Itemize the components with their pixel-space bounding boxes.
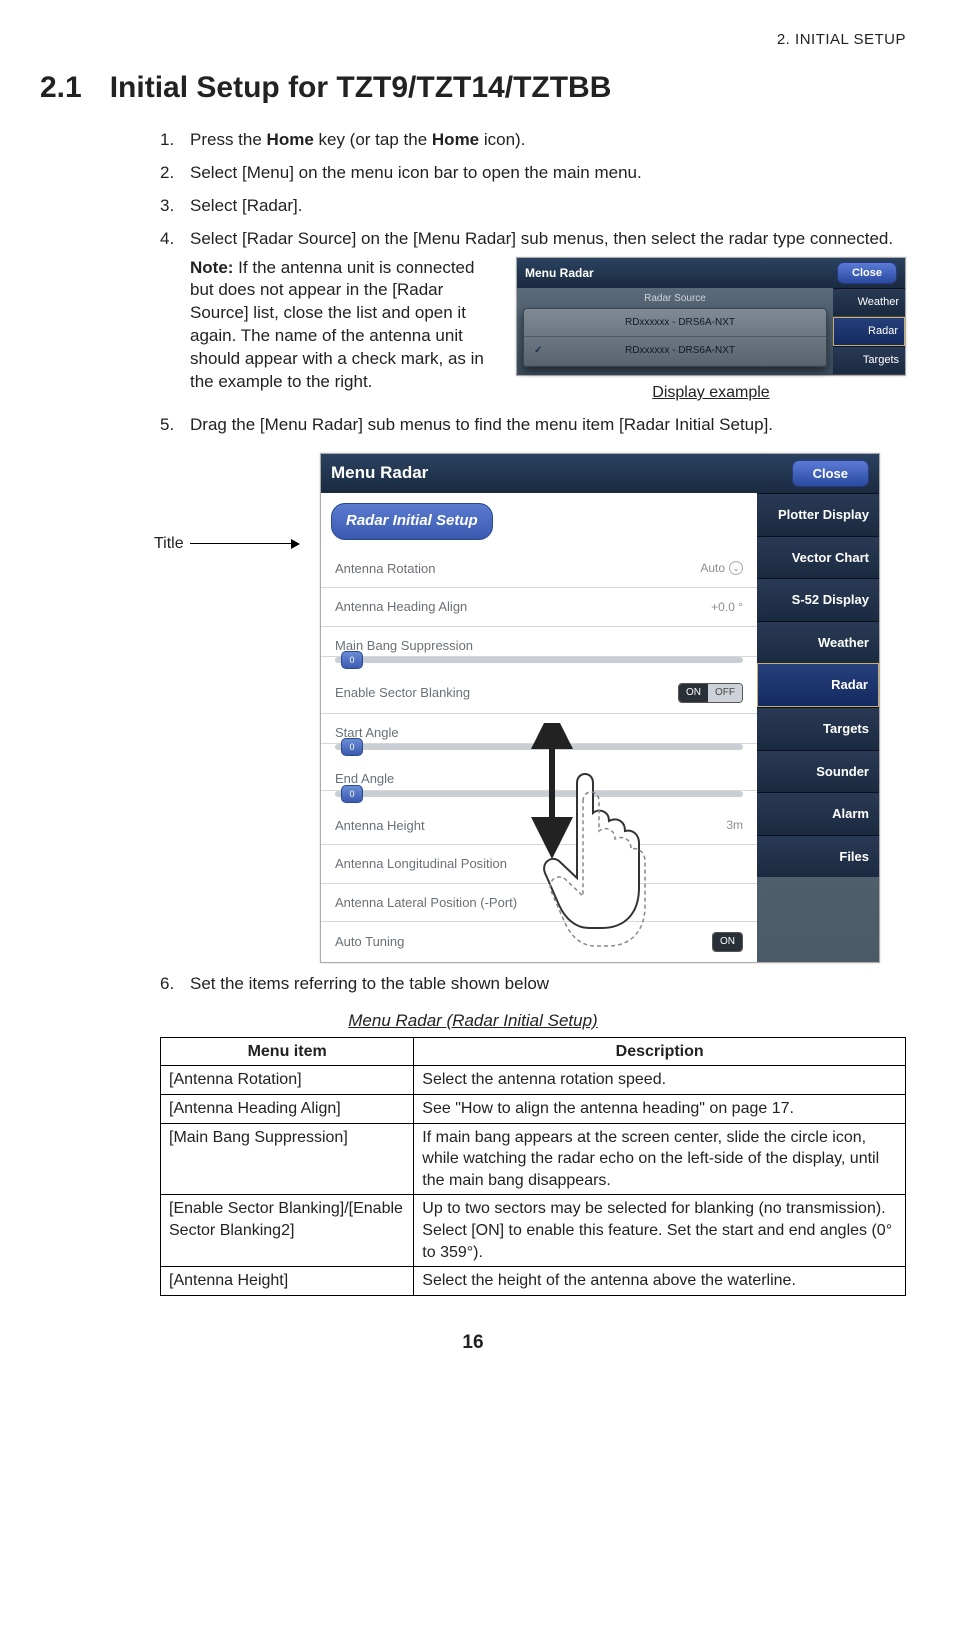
text-bold: Home <box>267 130 314 149</box>
close-button[interactable]: Close <box>837 262 897 285</box>
mini-title: Menu Radar <box>525 265 594 281</box>
tab-targets[interactable]: Targets <box>833 346 905 375</box>
note-label: Note: <box>190 258 233 277</box>
arrow-icon <box>190 543 298 544</box>
text: icon). <box>479 130 525 149</box>
step-list-cont: Set the items referring to the table sho… <box>40 973 906 996</box>
text-bold: Home <box>432 130 479 149</box>
row-antenna-height[interactable]: Antenna Height 3m <box>321 807 757 846</box>
tab-files[interactable]: Files <box>757 835 879 878</box>
slider-main-bang[interactable]: 0 <box>335 657 743 663</box>
section-heading: 2.1 Initial Setup for TZT9/TZT14/TZTBB <box>40 68 906 109</box>
cell: Select the height of the antenna above t… <box>414 1267 906 1296</box>
section-title: Initial Setup for TZT9/TZT14/TZTBB <box>110 68 612 109</box>
row-value: 3m <box>726 817 743 833</box>
row-label: Antenna Lateral Position (-Port) <box>335 894 517 912</box>
slider-thumb[interactable]: 0 <box>341 785 363 803</box>
page-number: 16 <box>40 1330 906 1356</box>
row-main-bang-suppression: Main Bang Suppression <box>321 627 757 658</box>
cell: [Antenna Heading Align] <box>161 1094 414 1123</box>
section-number: 2.1 <box>40 68 82 109</box>
row-antenna-lateral[interactable]: Antenna Lateral Position (-Port) <box>321 884 757 923</box>
toggle-on[interactable]: ON <box>679 684 708 702</box>
cell: Select the antenna rotation speed. <box>414 1066 906 1095</box>
radar-initial-setup-title: Radar Initial Setup <box>331 503 493 539</box>
slider-end-angle[interactable]: 0 <box>335 791 743 797</box>
step-5: Drag the [Menu Radar] sub menus to find … <box>160 414 906 437</box>
tab-vector-chart[interactable]: Vector Chart <box>757 536 879 579</box>
chevron-down-icon[interactable]: ⌄ <box>729 561 743 575</box>
display-example-caption: Display example <box>652 382 769 404</box>
tab-radar[interactable]: Radar <box>833 317 905 346</box>
side-tabs: Plotter DisplayVector ChartS-52 DisplayW… <box>757 493 879 962</box>
chapter-header: 2. INITIAL SETUP <box>40 30 906 50</box>
tab-weather[interactable]: Weather <box>833 288 905 317</box>
toggle-on[interactable]: ON <box>713 933 742 951</box>
cell: See "How to align the antenna heading" o… <box>414 1094 906 1123</box>
step-list: Press the Home key (or tap the Home icon… <box>40 129 906 437</box>
cell: [Antenna Height] <box>161 1267 414 1296</box>
row-antenna-rotation[interactable]: Antenna Rotation Auto ⌄ <box>321 550 757 589</box>
row-value: Auto <box>700 560 725 576</box>
table-caption: Menu Radar (Radar Initial Setup) <box>40 1010 906 1033</box>
toggle-off[interactable]: OFF <box>708 684 742 702</box>
step-3: Select [Radar]. <box>160 195 906 218</box>
row-auto-tuning[interactable]: Auto Tuning ON <box>321 922 757 962</box>
th-description: Description <box>414 1037 906 1066</box>
toggle-sector-blanking[interactable]: ONOFF <box>678 683 743 703</box>
row-antenna-heading-align[interactable]: Antenna Heading Align +0.0 ° <box>321 588 757 627</box>
th-menu-item: Menu item <box>161 1037 414 1066</box>
tab-weather[interactable]: Weather <box>757 621 879 664</box>
radar-source-dropdown[interactable]: RDxxxxxx - DRS6A-NXT RDxxxxxx - DRS6A-NX… <box>523 308 827 367</box>
tab-alarm[interactable]: Alarm <box>757 792 879 835</box>
row-label: Antenna Longitudinal Position <box>335 855 507 873</box>
menu-radar-screenshot: Menu Radar Close Radar Initial Setup Ant… <box>320 453 880 963</box>
slider-thumb[interactable]: 0 <box>341 738 363 756</box>
callout-label: Title <box>154 535 184 552</box>
dropdown-option-selected[interactable]: RDxxxxxx - DRS6A-NXT <box>524 337 826 366</box>
step-4: Select [Radar Source] on the [Menu Radar… <box>160 228 906 404</box>
big-title: Menu Radar <box>331 462 428 485</box>
step-2: Select [Menu] on the menu icon bar to op… <box>160 162 906 185</box>
cell: [Antenna Rotation] <box>161 1066 414 1095</box>
row-enable-sector-blanking[interactable]: Enable Sector Blanking ONOFF <box>321 673 757 714</box>
text: key (or tap the <box>314 130 432 149</box>
tab-targets[interactable]: Targets <box>757 707 879 750</box>
row-label: Enable Sector Blanking <box>335 684 470 702</box>
cell: [Enable Sector Blanking]/[Enable Sector … <box>161 1195 414 1267</box>
cell: Up to two sectors may be selected for bl… <box>414 1195 906 1267</box>
row-label: Auto Tuning <box>335 933 404 951</box>
row-label: Antenna Height <box>335 817 425 835</box>
cell: If main bang appears at the screen cente… <box>414 1123 906 1195</box>
reference-table: Menu item Description [Antenna Rotation]… <box>160 1037 906 1296</box>
row-start-angle: Start Angle <box>321 714 757 745</box>
step-1: Press the Home key (or tap the Home icon… <box>160 129 906 152</box>
toggle-auto-tuning[interactable]: ON <box>712 932 743 952</box>
tab-plotter-display[interactable]: Plotter Display <box>757 493 879 536</box>
tab-radar[interactable]: Radar <box>757 663 879 707</box>
note-body: If the antenna unit is connected but doe… <box>190 258 484 392</box>
display-example-screenshot: Menu Radar Close Radar Source RDxxxxxx -… <box>516 257 906 376</box>
row-antenna-longitudinal[interactable]: Antenna Longitudinal Position <box>321 845 757 884</box>
cell: [Main Bang Suppression] <box>161 1123 414 1195</box>
text: Press the <box>190 130 267 149</box>
slider-start-angle[interactable]: 0 <box>335 744 743 750</box>
step-6: Set the items referring to the table sho… <box>160 973 906 996</box>
row-value: +0.0 ° <box>711 599 743 615</box>
text: Select [Radar Source] on the [Menu Radar… <box>190 229 893 248</box>
close-button[interactable]: Close <box>792 460 869 488</box>
radar-source-label: Radar Source <box>523 292 827 306</box>
row-end-angle: End Angle <box>321 760 757 791</box>
dropdown-option[interactable]: RDxxxxxx - DRS6A-NXT <box>524 309 826 338</box>
tab-s-52-display[interactable]: S-52 Display <box>757 578 879 621</box>
tab-sounder[interactable]: Sounder <box>757 750 879 793</box>
note: Note: If the antenna unit is connected b… <box>190 257 502 395</box>
slider-thumb[interactable]: 0 <box>341 651 363 669</box>
row-label: Antenna Heading Align <box>335 598 467 616</box>
title-callout: Title <box>154 533 298 555</box>
row-label: Antenna Rotation <box>335 560 435 578</box>
